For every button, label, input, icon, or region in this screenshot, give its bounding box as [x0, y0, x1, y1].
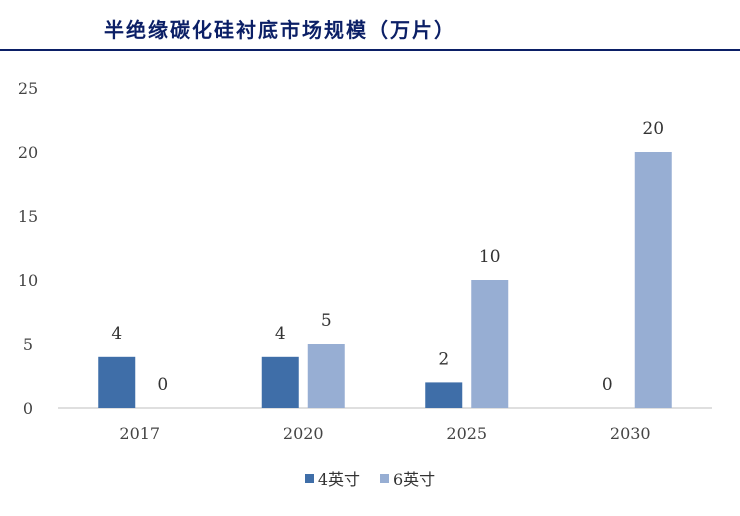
- title-divider: [0, 49, 740, 51]
- data-label: 20: [642, 119, 664, 139]
- y-tick-label: 0: [23, 399, 33, 418]
- data-label: 0: [157, 375, 168, 395]
- x-tick-label: 2017: [119, 424, 160, 443]
- legend-label: 4英寸: [317, 470, 360, 489]
- legend-item: 4英寸: [304, 466, 360, 490]
- y-tick-label: 10: [18, 271, 38, 290]
- x-tick-label: 2025: [446, 424, 487, 443]
- chart-title: 半绝缘碳化硅衬底市场规模（万片）: [104, 18, 456, 42]
- y-tick-label: 15: [18, 207, 38, 226]
- legend-swatch: [380, 473, 389, 483]
- y-tick-label: 25: [18, 79, 38, 98]
- legend-item: 6英寸: [380, 466, 435, 490]
- data-label: 5: [321, 311, 332, 331]
- legend-swatch: [304, 473, 314, 483]
- y-tick-label: 5: [23, 335, 33, 354]
- data-label: 4: [111, 324, 122, 344]
- data-label: 0: [602, 375, 613, 395]
- bar: [634, 152, 672, 408]
- data-label: 2: [438, 349, 449, 369]
- bar: [425, 382, 463, 408]
- y-tick-label: 20: [18, 143, 38, 162]
- x-tick-label: 2030: [610, 424, 651, 443]
- data-label: 10: [479, 247, 501, 267]
- bar: [307, 344, 345, 408]
- x-tick-label: 2020: [283, 424, 324, 443]
- legend-label: 6英寸: [393, 470, 436, 489]
- data-label: 4: [275, 324, 286, 344]
- bar: [98, 356, 136, 408]
- chart-legend: 4英寸 6英寸: [0, 466, 740, 490]
- bar: [471, 280, 509, 408]
- bar: [261, 356, 299, 408]
